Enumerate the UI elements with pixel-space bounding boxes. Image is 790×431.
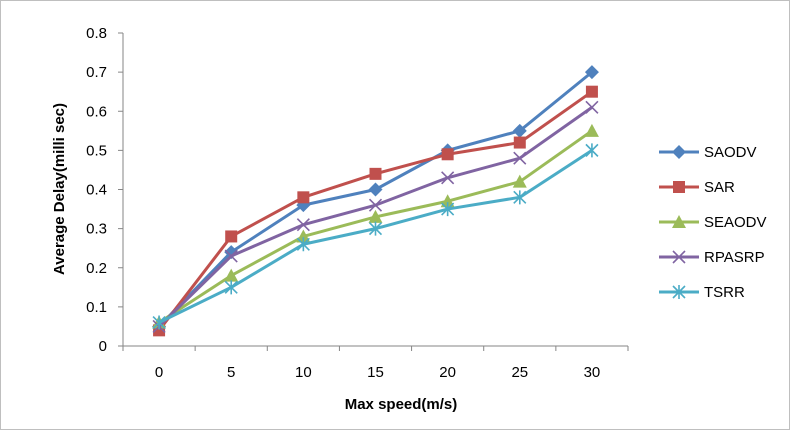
data-point-rpasrp: [296, 218, 310, 232]
data-point-seaodv: [296, 229, 311, 243]
y-tick-label: 0.7: [86, 64, 107, 81]
legend-marker-seaodv: [672, 215, 686, 228]
legend-item-tsrr: TSRR: [659, 284, 745, 301]
legend-label-seaodv: SEAODV: [704, 214, 767, 231]
legend-item-saodv: SAODV: [659, 144, 757, 161]
legend-label-tsrr: TSRR: [704, 284, 745, 301]
data-point-tsrr: [441, 202, 455, 217]
axes: [118, 32, 629, 351]
y-tick-label: 0.6: [86, 103, 107, 120]
data-point-saodv: [584, 65, 599, 80]
data-point-tsrr: [585, 143, 599, 158]
data-point-rpasrp: [585, 100, 599, 114]
data-point-rpasrp: [513, 151, 527, 165]
series-tsrr: [152, 143, 599, 330]
x-tick-label: 30: [584, 364, 601, 381]
y-tick-label: 0.1: [86, 299, 107, 316]
series-saodv: [152, 65, 599, 334]
x-tick-label: 0: [155, 364, 163, 381]
legend-item-sar: SAR: [659, 179, 735, 196]
data-point-seaodv: [584, 123, 599, 137]
data-point-tsrr: [296, 237, 310, 252]
legend-label-rpasrp: RPASRP: [704, 249, 765, 266]
data-point-saodv: [512, 123, 527, 138]
y-axis-title: Average Delay(milli sec): [51, 103, 68, 275]
y-tick-labels: 0 0.1 0.2 0.3 0.4 0.5 0.6 0.7 0.8: [86, 25, 107, 355]
x-tick-label: 10: [295, 364, 312, 381]
legend-marker-saodv: [672, 145, 686, 159]
data-point-seaodv: [512, 174, 527, 188]
y-tick-label: 0.5: [86, 142, 107, 159]
data-point-tsrr: [152, 315, 166, 330]
data-point-tsrr: [224, 280, 238, 295]
y-tick-label: 0.2: [86, 260, 107, 277]
data-point-tsrr: [368, 221, 383, 236]
y-tick-label: 0.8: [86, 25, 107, 42]
data-point-seaodv: [368, 209, 383, 223]
data-point-saodv: [368, 182, 383, 197]
legend-marker-tsrr: [672, 285, 686, 299]
x-tick-label: 15: [367, 364, 384, 381]
series-line-saodv: [157, 70, 593, 328]
data-point-rpasrp: [441, 171, 455, 185]
legend-label-sar: SAR: [704, 179, 735, 196]
x-tick-label: 5: [227, 364, 235, 381]
data-point-seaodv: [440, 194, 455, 208]
data-point-sar: [441, 148, 454, 161]
legend-item-seaodv: SEAODV: [659, 214, 767, 231]
data-point-sar: [297, 191, 310, 204]
x-axis-title: Max speed(m/s): [345, 396, 458, 413]
y-tick-label: 0.3: [86, 221, 107, 238]
data-point-sar: [513, 136, 526, 149]
data-point-rpasrp: [368, 198, 383, 212]
data-point-sar: [585, 85, 598, 98]
data-point-sar: [225, 230, 238, 243]
data-point-sar: [369, 167, 382, 180]
legend-label-saodv: SAODV: [704, 144, 757, 161]
y-tick-label: 0.4: [86, 182, 107, 199]
y-tick-label: 0: [99, 338, 107, 355]
x-tick-labels: 0 5 10 15 20 25 30: [155, 364, 600, 381]
x-tick-label: 20: [439, 364, 456, 381]
data-point-rpasrp: [224, 249, 238, 263]
legend: SAODV SAR SEAODV RPASRP TSRR: [659, 144, 767, 301]
legend-marker-rpasrp: [672, 250, 686, 264]
legend-item-rpasrp: RPASRP: [659, 249, 765, 266]
plot-series: [152, 65, 599, 337]
x-tick-label: 25: [511, 364, 528, 381]
data-point-tsrr: [513, 190, 527, 205]
legend-marker-sar: [673, 181, 685, 193]
series-rpasrp: [152, 100, 599, 334]
data-point-seaodv: [224, 268, 239, 282]
